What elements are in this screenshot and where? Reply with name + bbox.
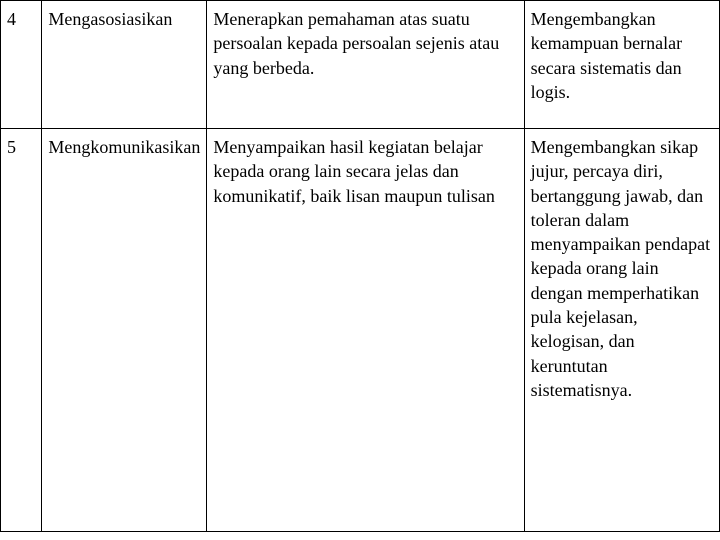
cell-description: Menyampaikan hasil kegiatan belajar kepa… (207, 129, 524, 532)
cell-name: Mengasosiasikan (42, 1, 207, 129)
cell-outcome: Mengembangkan kemampuan bernalar secara … (524, 1, 719, 129)
table-row: 5 Mengkomunikasikan Menyampaikan hasil k… (1, 129, 720, 532)
cell-outcome: Mengembangkan sikap jujur, percaya diri,… (524, 129, 719, 532)
cell-number: 5 (1, 129, 42, 532)
cell-name: Mengkomunikasikan (42, 129, 207, 532)
table-row: 4 Mengasosiasikan Menerapkan pemahaman a… (1, 1, 720, 129)
cell-description: Menerapkan pemahaman atas suatu persoala… (207, 1, 524, 129)
content-table: 4 Mengasosiasikan Menerapkan pemahaman a… (0, 0, 720, 532)
cell-number: 4 (1, 1, 42, 129)
